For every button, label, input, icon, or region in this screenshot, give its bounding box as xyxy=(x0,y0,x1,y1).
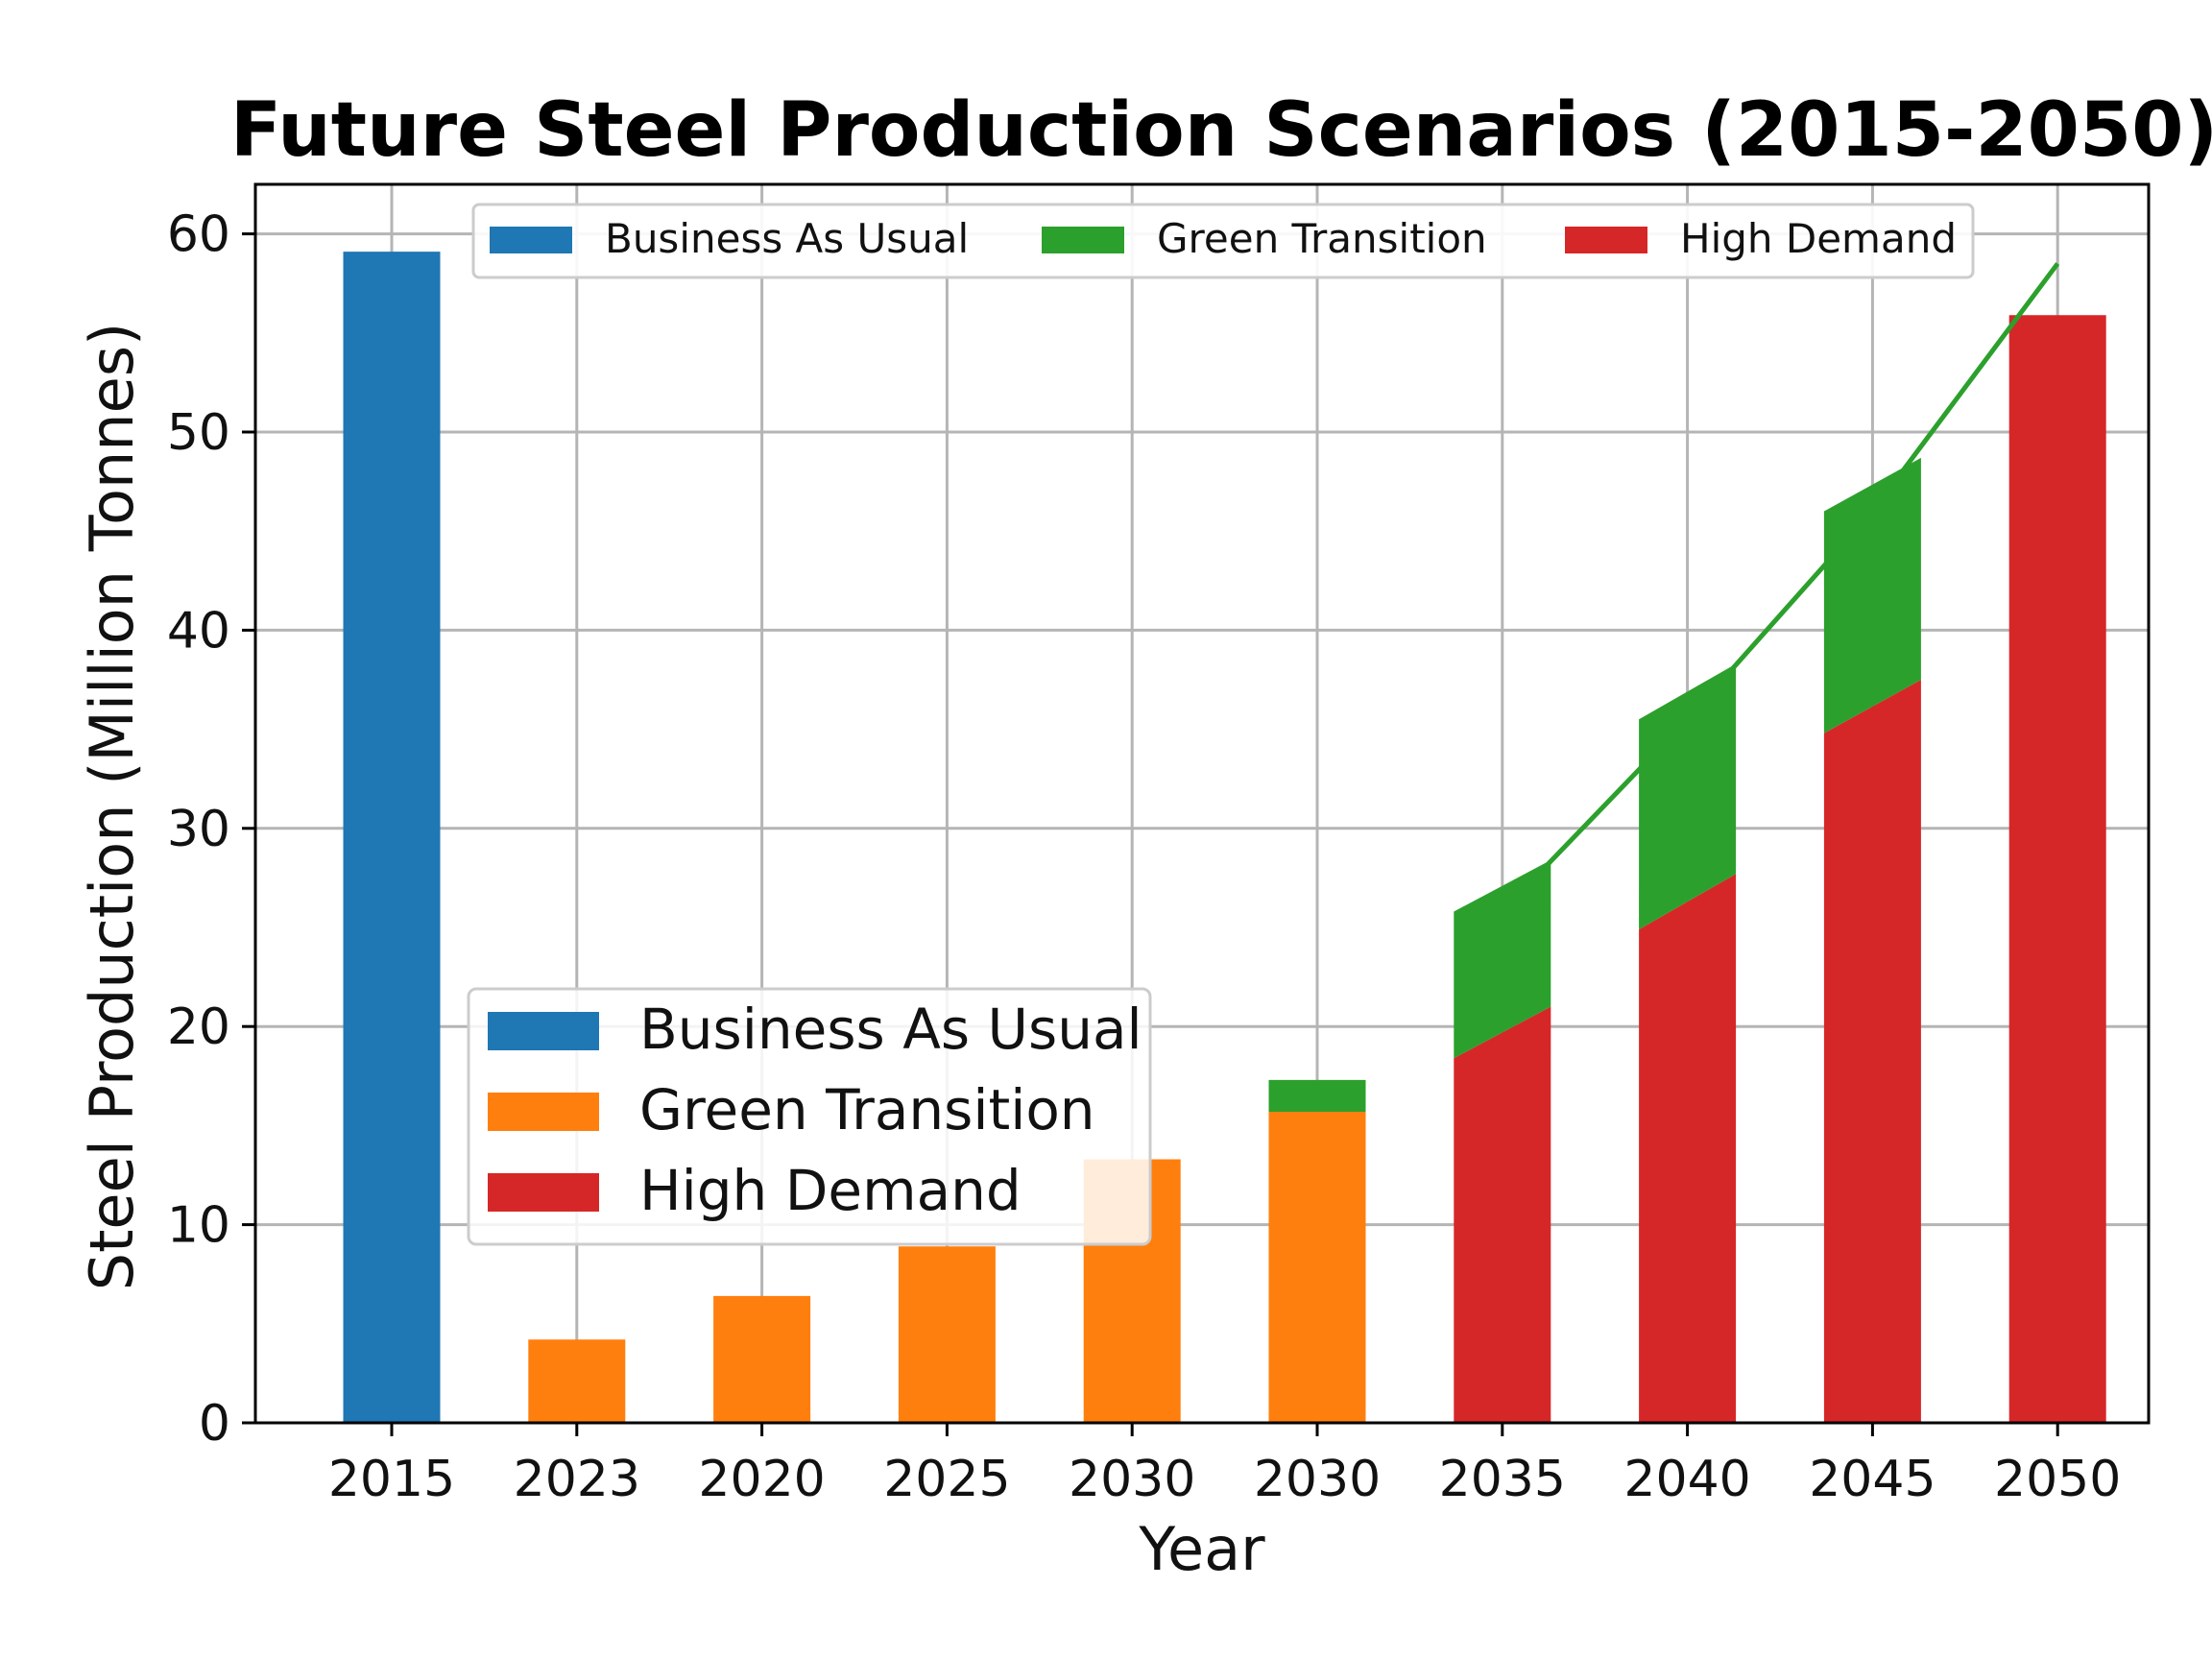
x-tick-label-1: 2023 xyxy=(514,1451,640,1508)
bar-2040-7-segment-0 xyxy=(1639,874,1737,1423)
bar-2023-1-segment-0 xyxy=(528,1339,626,1423)
legend-main-swatch-0 xyxy=(488,1012,599,1050)
y-tick-label-6: 60 xyxy=(167,206,230,264)
chart-title: Future Steel Production Scenarios (2015-… xyxy=(230,87,2212,174)
bar-2030-5-segment-0 xyxy=(1268,1111,1366,1423)
bar-2035-6-segment-1 xyxy=(1454,859,1551,1059)
y-axis-title: Steel Production (Million Tonnes) xyxy=(77,323,147,1290)
legend-top-swatch-1 xyxy=(1042,227,1124,253)
bar-2045-8-segment-0 xyxy=(1823,680,1921,1423)
bar-2030-5-segment-1 xyxy=(1268,1079,1366,1112)
x-tick-label-0: 2015 xyxy=(328,1451,455,1508)
bar-2050-9-segment-0 xyxy=(2008,315,2106,1423)
legend-main-label-1: Green Transition xyxy=(639,1077,1095,1142)
x-axis-title: Year xyxy=(1138,1514,1265,1584)
legend-top-label-1: Green Transition xyxy=(1157,215,1487,262)
y-tick-label-1: 10 xyxy=(167,1197,230,1255)
x-tick-label-4: 2030 xyxy=(1069,1451,1195,1508)
legend-main-swatch-1 xyxy=(488,1093,599,1131)
bars-layer xyxy=(343,252,2106,1423)
y-tick-label-5: 50 xyxy=(167,404,230,462)
legend-main: Business As Usual Green Transition High De… xyxy=(467,987,1152,1246)
legend-top-box xyxy=(471,203,1975,279)
x-tick-label-6: 2035 xyxy=(1439,1451,1566,1508)
legend-top-swatch-2 xyxy=(1565,227,1647,253)
bar-2035-6-segment-0 xyxy=(1454,1006,1551,1423)
bar-2045-8-segment-1 xyxy=(1823,457,1921,733)
x-tick-label-9: 2050 xyxy=(1994,1451,2121,1508)
legend-main-label-2: High Demand xyxy=(639,1158,1022,1223)
y-tick-label-3: 30 xyxy=(167,801,230,858)
legend-main-swatch-2 xyxy=(488,1173,599,1212)
x-tick-label-2: 2020 xyxy=(698,1451,825,1508)
trend-line xyxy=(1500,262,2060,914)
y-tick-label-2: 20 xyxy=(167,998,230,1056)
legend-main-box xyxy=(467,987,1152,1246)
x-tick-label-5: 2030 xyxy=(1254,1451,1381,1508)
legend-top: Business As Usual Green Transition High De… xyxy=(471,203,1975,279)
bar-2025-3-segment-0 xyxy=(898,1246,996,1423)
plot-area-frame xyxy=(253,182,2151,1425)
bar-2020-2-segment-0 xyxy=(713,1295,811,1423)
legend-top-label-0: Business As Usual xyxy=(605,215,969,262)
x-tick-label-8: 2045 xyxy=(1809,1451,1936,1508)
x-axis-ticks: 2015 2023 2020 2025 2030 2030 2035 2040 2045 2050 xyxy=(328,1423,2121,1508)
x-tick-label-7: 2040 xyxy=(1623,1451,1750,1508)
y-tick-label-4: 40 xyxy=(167,602,230,660)
legend-top-swatch-0 xyxy=(490,227,572,253)
bar-2015-0-segment-0 xyxy=(343,252,441,1423)
y-tick-label-0: 0 xyxy=(199,1395,230,1453)
legend-top-label-2: High Demand xyxy=(1680,215,1957,262)
bar-2040-7-segment-1 xyxy=(1639,663,1737,930)
legend-main-label-0: Business As Usual xyxy=(639,997,1142,1062)
y-axis-ticks: 0 10 20 30 40 50 60 xyxy=(167,206,255,1453)
x-tick-label-3: 2025 xyxy=(883,1451,1010,1508)
trend-line-layer xyxy=(1500,262,2060,914)
